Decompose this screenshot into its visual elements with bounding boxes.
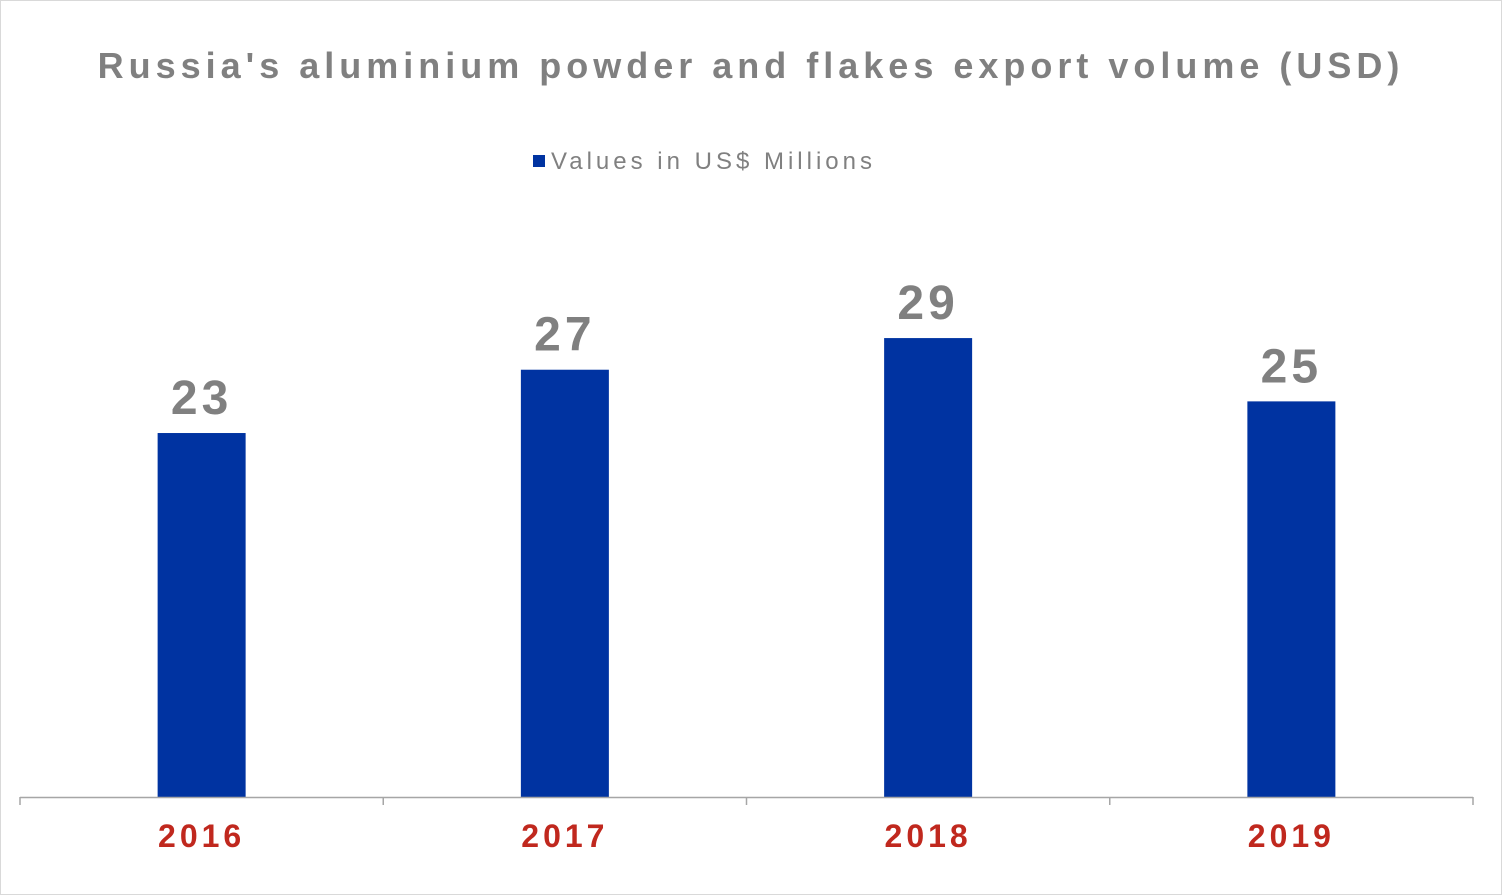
bar-2019	[1247, 401, 1336, 797]
tick-label-2018: 2018	[885, 818, 972, 854]
tick-label-2019: 2019	[1248, 818, 1335, 854]
data-label-2016: 23	[171, 372, 232, 425]
plot-area: 23 27 29 25 2016 2017 2018 2019	[19, 277, 1474, 854]
chart-title: Russia's aluminium powder and flakes exp…	[98, 45, 1405, 86]
tick-labels: 2016 2017 2018 2019	[158, 818, 1335, 854]
bar-2018	[884, 338, 973, 797]
legend-label: Values in US$ Millions	[551, 148, 876, 175]
legend-swatch	[533, 155, 545, 167]
x-axis	[19, 796, 1474, 805]
data-label-2018: 29	[897, 277, 958, 330]
bar-2016	[157, 433, 246, 797]
bar-2017	[520, 369, 609, 797]
data-label-2017: 27	[534, 309, 595, 362]
bars	[157, 338, 1336, 797]
tick-label-2016: 2016	[158, 818, 245, 854]
legend: Values in US$ Millions	[533, 148, 876, 175]
data-label-2019: 25	[1261, 340, 1322, 393]
tick-label-2017: 2017	[521, 818, 608, 854]
data-labels: 23 27 29 25	[171, 277, 1322, 425]
